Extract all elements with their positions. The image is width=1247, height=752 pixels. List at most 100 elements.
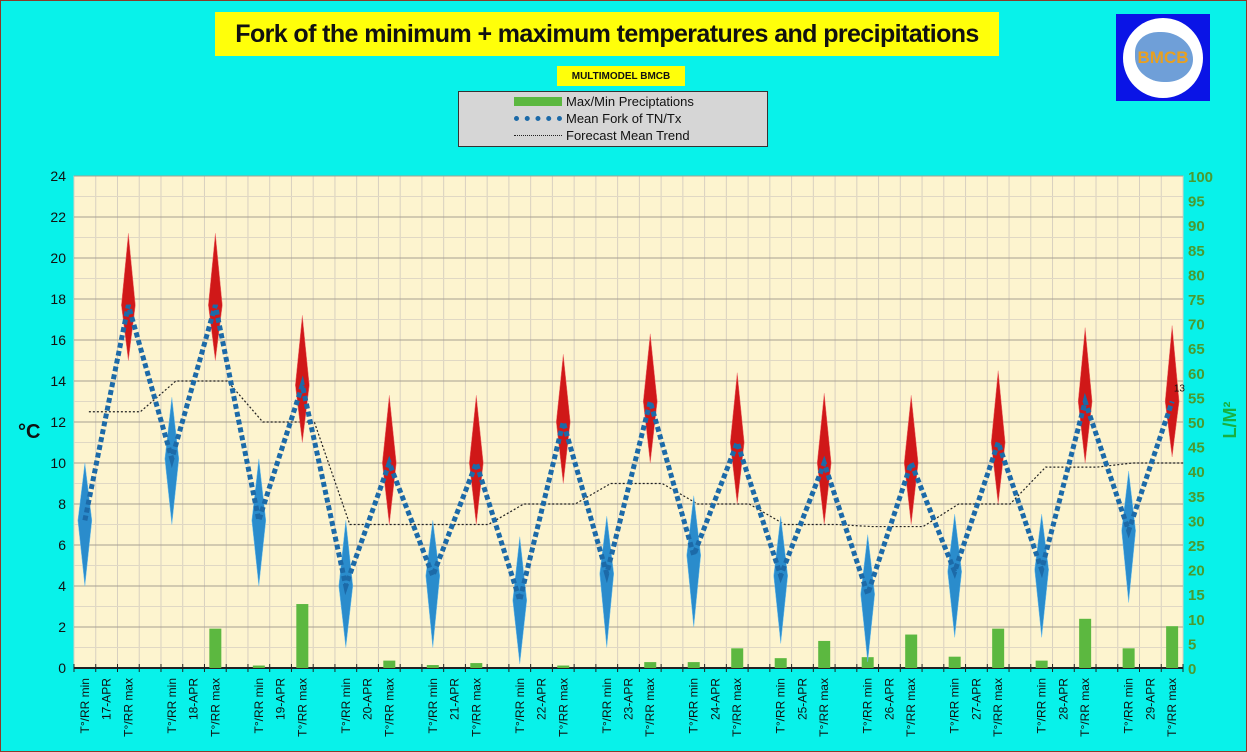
y-tick-label: 20 xyxy=(50,250,66,266)
y2-tick-label: 95 xyxy=(1188,194,1205,211)
x-label-day: 21-APR xyxy=(448,678,462,720)
x-label-day: 27-APR xyxy=(969,678,983,720)
tmax-diamond xyxy=(469,395,484,525)
y2-tick-label: 15 xyxy=(1188,587,1205,604)
y-tick-label: 22 xyxy=(50,209,66,225)
y2-tick-label: 60 xyxy=(1188,366,1205,383)
x-label-min: T°/RR min xyxy=(1122,678,1136,733)
precip-bar xyxy=(818,640,831,668)
precip-bar xyxy=(1166,626,1179,668)
tmax-diamond xyxy=(642,333,658,464)
y-tick-label: 18 xyxy=(50,291,66,307)
y2-axis-label: L/M² xyxy=(1220,402,1240,439)
precip-bar xyxy=(905,634,918,668)
y-tick-label: 16 xyxy=(50,332,66,348)
y2-tick-label: 20 xyxy=(1188,563,1205,580)
x-label-max: T°/RR max xyxy=(643,678,657,737)
y-tick-label: 4 xyxy=(58,578,66,594)
precip-bar xyxy=(209,628,222,668)
x-label-max: T°/RR max xyxy=(904,678,918,737)
logo-circle: BMCB xyxy=(1123,17,1203,98)
y2-tick-label: 5 xyxy=(1188,636,1196,653)
precip-bar xyxy=(731,648,744,668)
x-label-min: T°/RR min xyxy=(948,678,962,733)
tmax-diamond xyxy=(729,372,745,505)
x-label-day: 24-APR xyxy=(708,678,722,720)
x-label-max: T°/RR max xyxy=(817,678,831,737)
x-label-min: T°/RR min xyxy=(165,678,179,733)
data-label: 13 xyxy=(1174,383,1186,394)
x-label-max: T°/RR max xyxy=(991,678,1005,737)
x-label-max: T°/RR max xyxy=(730,678,744,737)
chart-subtitle: MULTIMODEL BMCB xyxy=(557,66,685,86)
mean-fork-line xyxy=(82,304,1175,610)
x-label-min: T°/RR min xyxy=(339,678,353,733)
x-label-min: T°/RR min xyxy=(600,678,614,733)
y2-tick-label: 65 xyxy=(1188,341,1205,358)
x-label-day: 28-APR xyxy=(1056,678,1070,720)
legend-item-fork: Mean Fork of TN/Tx xyxy=(514,110,681,127)
y-tick-label: 14 xyxy=(50,373,66,389)
y2-tick-label: 75 xyxy=(1188,292,1205,309)
y2-tick-label: 85 xyxy=(1188,243,1205,260)
legend-swatch-precip xyxy=(514,97,562,106)
precip-bar xyxy=(948,656,961,668)
legend-item-precip: Max/Min Preciptations xyxy=(514,93,694,110)
y2-tick-label: 70 xyxy=(1188,317,1205,334)
precip-bar xyxy=(470,663,483,668)
x-label-min: T°/RR min xyxy=(774,678,788,733)
x-label-day: 19-APR xyxy=(274,678,288,720)
x-label-day: 29-APR xyxy=(1143,678,1157,720)
x-label-min: T°/RR min xyxy=(861,678,875,733)
x-label-min: T°/RR min xyxy=(1035,678,1049,733)
bmcb-logo: BMCB xyxy=(1116,14,1210,101)
y2-tick-label: 45 xyxy=(1188,440,1205,457)
x-label-max: T°/RR max xyxy=(208,678,222,737)
precip-bar xyxy=(557,665,570,668)
tmax-diamond xyxy=(556,354,571,484)
precip-bar xyxy=(1122,648,1135,668)
y2-tick-label: 10 xyxy=(1188,612,1205,629)
legend: Max/Min Preciptations Mean Fork of TN/Tx… xyxy=(458,91,768,147)
precip-bar xyxy=(296,604,309,668)
y2-tick-label: 25 xyxy=(1188,538,1205,555)
y-tick-label: 2 xyxy=(58,619,66,635)
logo-text: BMCB xyxy=(1137,47,1189,67)
y-axis-label: °C xyxy=(18,421,40,443)
precip-bar xyxy=(252,665,265,668)
x-label-min: T°/RR min xyxy=(513,678,527,733)
x-label-max: T°/RR max xyxy=(556,678,570,737)
x-label-max: T°/RR max xyxy=(469,678,483,737)
y2-tick-label: 0 xyxy=(1188,661,1196,678)
precip-bar xyxy=(383,660,396,668)
x-label-day: 18-APR xyxy=(187,678,201,720)
tmax-diamond xyxy=(903,395,919,525)
x-label-max: T°/RR max xyxy=(1078,678,1092,737)
tmax-diamond xyxy=(1164,325,1180,457)
precip-bar xyxy=(1079,618,1092,668)
x-label-day: 22-APR xyxy=(535,678,549,720)
y2-tick-label: 50 xyxy=(1188,415,1205,432)
x-label-day: 25-APR xyxy=(795,678,809,720)
y2-tick-label: 90 xyxy=(1188,218,1205,235)
chart-title: Fork of the minimum + maximum temperatur… xyxy=(215,12,999,56)
y2-tick-label: 55 xyxy=(1188,390,1205,407)
precip-bar xyxy=(426,665,439,668)
logo-map-icon xyxy=(1135,31,1193,82)
precip-bar xyxy=(687,662,700,668)
precip-bar xyxy=(1035,660,1048,668)
y2-tick-label: 30 xyxy=(1188,513,1205,530)
x-label-max: T°/RR max xyxy=(295,678,309,737)
y2-tick-label: 80 xyxy=(1188,267,1205,284)
tmax-diamond xyxy=(990,370,1006,505)
x-label-min: T°/RR min xyxy=(78,678,92,733)
x-label-day: 17-APR xyxy=(100,678,114,720)
precip-bar xyxy=(644,662,657,668)
trend-line xyxy=(88,380,1185,528)
y-tick-label: 8 xyxy=(58,496,66,512)
precip-bar xyxy=(992,628,1005,668)
x-label-min: T°/RR min xyxy=(252,678,266,733)
x-label-max: T°/RR max xyxy=(121,678,135,737)
legend-label: Forecast Mean Trend xyxy=(566,128,690,143)
